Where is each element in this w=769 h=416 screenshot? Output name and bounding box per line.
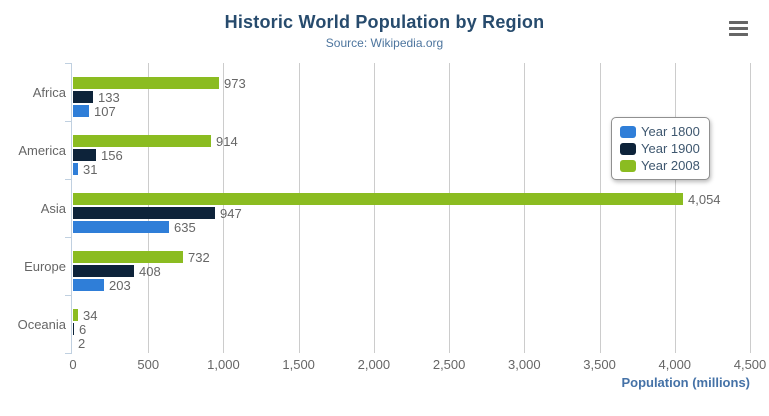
bar-america-year-1800[interactable] [73,163,78,175]
legend-item-year-2008[interactable]: Year 2008 [620,158,700,173]
gridline-3000 [524,63,525,353]
x-tick-label: 1,500 [282,357,315,372]
x-tick-label: 2,500 [432,357,466,372]
chart-subtitle: Source: Wikipedia.org [325,36,444,50]
bar-europe-year-1900[interactable] [73,265,134,277]
bar-asia-year-2008[interactable] [73,193,683,205]
category-label-africa: Africa [32,84,66,100]
x-tick-label: 4,000 [658,357,692,372]
data-label: 947 [220,206,242,221]
category-tick [65,63,72,64]
legend-swatch-icon [620,159,636,172]
legend-swatch-icon [620,125,636,138]
bar-africa-year-1800[interactable] [73,105,89,117]
gridline-1500 [299,63,300,353]
hamburger-icon [729,27,748,30]
bar-europe-year-1800[interactable] [73,279,104,291]
gridline-3500 [600,63,601,353]
legend-label: Year 1900 [641,141,700,156]
data-label: 107 [94,104,116,119]
data-label: 203 [109,278,131,293]
legend-swatch-icon [620,142,636,155]
gridline-1000 [223,63,224,353]
data-label: 732 [188,250,210,265]
legend-label: Year 2008 [641,158,700,173]
category-tick [65,179,72,180]
data-label: 914 [216,134,238,149]
data-label: 635 [174,220,196,235]
x-tick-label: 0 [69,357,77,372]
bar-oceania-year-2008[interactable] [73,309,78,321]
data-label: 4,054 [688,192,721,207]
category-label-asia: Asia [40,200,66,216]
bar-america-year-1900[interactable] [73,149,96,161]
bar-oceania-year-1900[interactable] [73,323,74,335]
x-tick-label: 3,500 [583,357,616,372]
legend-item-year-1800[interactable]: Year 1800 [620,124,700,139]
gridline-4000 [675,63,676,353]
data-label: 2 [78,336,86,351]
data-label: 133 [98,90,120,105]
bar-asia-year-1900[interactable] [73,207,215,219]
category-tick [65,121,72,122]
export-menu-button[interactable] [729,21,748,36]
bar-europe-year-2008[interactable] [73,251,183,263]
legend-item-year-1900[interactable]: Year 1900 [620,141,700,156]
category-tick [65,353,72,354]
x-tick-label: 500 [137,357,160,372]
gridline-2000 [374,63,375,353]
gridline-4500 [750,63,751,353]
x-tick-label: 1,000 [207,357,240,372]
legend-label: Year 1800 [641,124,700,139]
x-tick-label: 3,000 [508,357,541,372]
data-label: 31 [83,162,98,177]
legend: Year 1800 Year 1900 Year 2008 [611,117,710,180]
bar-africa-year-1900[interactable] [73,91,93,103]
x-axis-title: Population (millions) [621,375,750,390]
data-label: 34 [83,308,98,323]
data-label: 6 [79,322,87,337]
x-tick-label: 2,000 [357,357,391,372]
data-label: 973 [224,76,246,91]
data-label: 156 [101,148,123,163]
x-tick-label: 4,500 [733,357,767,372]
plot-area: 973 133 107 914 156 31 4,054 947 635 732 408 203 34 6… [65,63,751,354]
bar-africa-year-2008[interactable] [73,77,219,89]
hamburger-icon [729,21,748,24]
category-tick [65,295,72,296]
bar-america-year-2008[interactable] [73,135,211,147]
category-label-europe: Europe [24,258,66,274]
gridline-2500 [449,63,450,353]
category-tick [65,237,72,238]
bar-asia-year-1800[interactable] [73,221,169,233]
chart-title: Historic World Population by Region [224,12,545,32]
category-label-oceania: Oceania [17,316,66,332]
category-label-america: America [18,142,66,158]
category-axis-line [71,63,72,353]
data-label: 408 [139,264,161,279]
hamburger-icon [729,33,748,36]
